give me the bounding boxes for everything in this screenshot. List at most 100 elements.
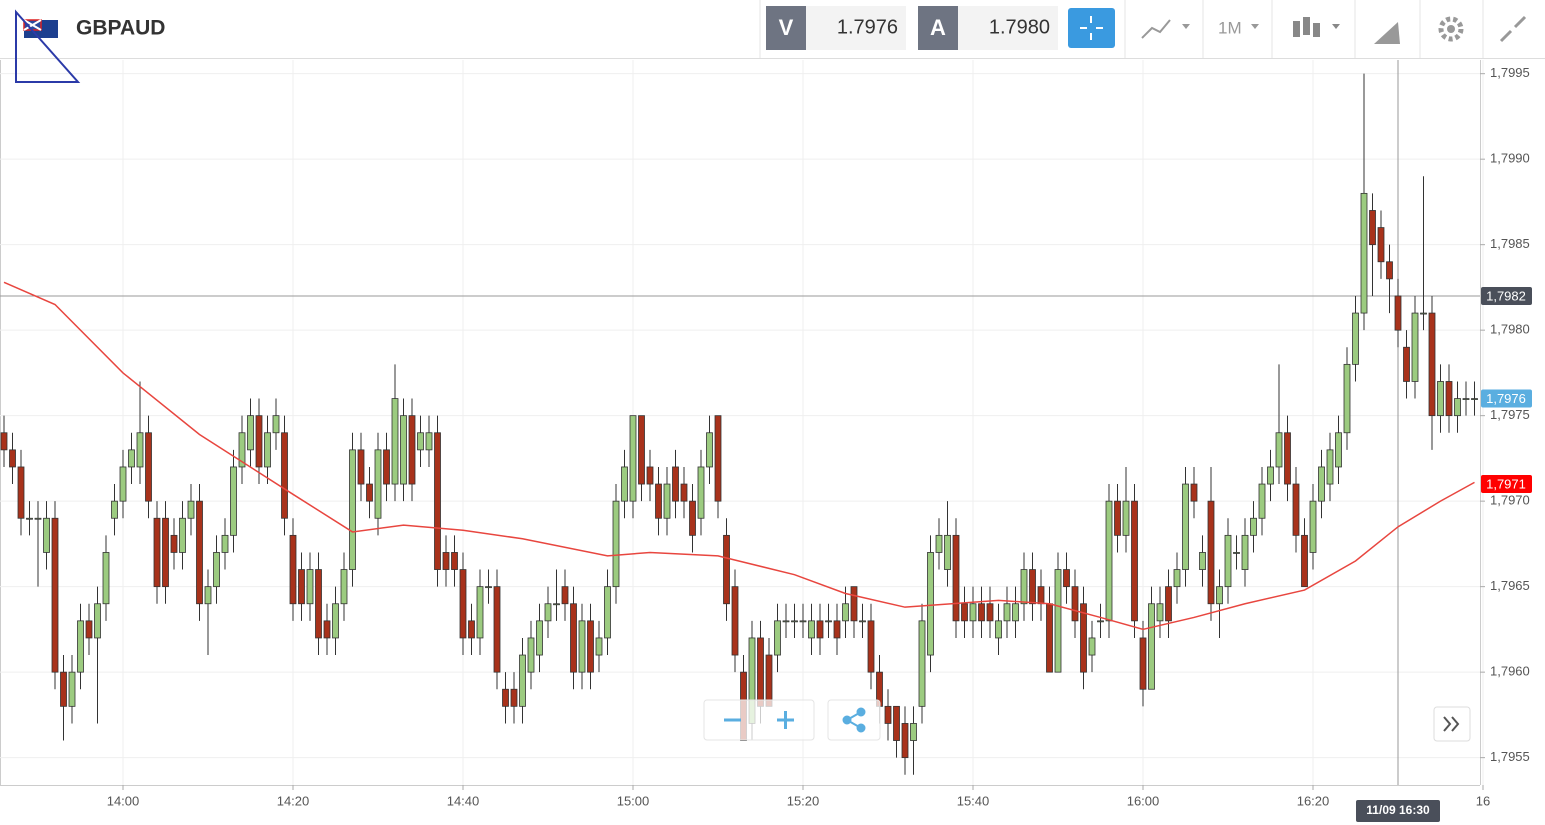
candle-body — [723, 534, 730, 605]
candle-body — [1462, 398, 1470, 400]
candle-body — [1063, 569, 1070, 588]
candle-body — [663, 483, 671, 519]
zoom-controls — [703, 699, 815, 741]
candle-body — [1428, 312, 1436, 417]
candle-body — [136, 432, 144, 468]
x-tick-label: 14:00 — [107, 793, 140, 808]
flag-line — [23, 19, 42, 31]
crosshair-price-label: 1,7982 — [1486, 288, 1526, 303]
candle-body — [1445, 381, 1453, 417]
candle-body — [485, 586, 492, 589]
candle-body — [799, 620, 807, 623]
candle-body — [1012, 603, 1019, 622]
bid-value[interactable]: 1.7976 — [837, 16, 898, 38]
candle-body — [697, 466, 705, 519]
candle-body — [1309, 500, 1317, 553]
draw-icon[interactable] — [1374, 22, 1400, 44]
candle-body — [561, 586, 569, 605]
candle-body — [213, 552, 220, 588]
candle-body — [408, 415, 416, 485]
candle-body — [238, 432, 246, 468]
candle-body — [400, 415, 407, 485]
ask-box[interactable] — [958, 6, 1058, 50]
candle-body — [884, 705, 892, 724]
candle-body — [459, 569, 467, 639]
candle-body — [1037, 586, 1045, 605]
candle-body — [255, 415, 263, 468]
zoom-in[interactable] — [777, 711, 794, 729]
candle-body — [476, 586, 484, 639]
symbol: GBPAUD — [76, 17, 165, 40]
candle-body — [102, 552, 110, 605]
ask-label-bg[interactable] — [918, 6, 958, 50]
candle-body — [595, 637, 603, 656]
candle-body — [646, 466, 654, 485]
y-tick-label: 1,7990 — [1490, 151, 1530, 166]
bid-box[interactable] — [806, 6, 906, 50]
share-button[interactable] — [827, 699, 881, 741]
candle-body — [1182, 483, 1189, 570]
candle-body — [77, 620, 84, 673]
candle-body — [995, 620, 1002, 639]
x-tick-label: 15:00 — [617, 793, 650, 808]
candle-body — [1258, 483, 1266, 519]
candle-body — [774, 620, 781, 656]
price-marker — [1481, 389, 1532, 408]
candle-body — [1454, 398, 1461, 417]
candle-body — [1360, 192, 1368, 314]
y-tick-label: 1,7995 — [1490, 65, 1530, 80]
y-tick-label: 1,7960 — [1490, 664, 1530, 679]
candle-body — [629, 415, 637, 502]
candle-body — [638, 415, 645, 485]
crosshair-icon — [1080, 16, 1103, 40]
ask-label[interactable]: A — [930, 15, 946, 40]
candle-body — [1250, 517, 1257, 536]
timeframe[interactable]: 1M — [1218, 18, 1242, 37]
candle-body — [1080, 603, 1087, 673]
y-tick-label: 1,7980 — [1490, 322, 1530, 337]
scroll-right[interactable] — [1433, 706, 1471, 742]
candle-body — [281, 432, 288, 519]
scroll-icon — [1443, 716, 1460, 732]
candle-body — [204, 586, 212, 605]
candle-body — [978, 603, 985, 622]
bid-label-bg[interactable] — [766, 6, 806, 50]
bid-label[interactable]: V — [779, 15, 794, 40]
candle-body — [578, 620, 586, 673]
candle-body — [850, 586, 858, 622]
candle-body — [434, 432, 441, 570]
candle-body — [1267, 466, 1274, 485]
candle-body — [349, 449, 356, 570]
ask-value[interactable]: 1.7980 — [989, 16, 1050, 38]
candle-icon[interactable] — [1293, 17, 1340, 37]
x-tick-label: 16 — [1476, 793, 1490, 808]
candle-body — [1233, 552, 1240, 554]
candle-body — [1054, 569, 1062, 673]
x-tick-label: 16:20 — [1297, 793, 1330, 808]
collapse-icon[interactable] — [1499, 15, 1527, 43]
chart-type-icon[interactable] — [1141, 19, 1190, 39]
x-tick-label: 15:40 — [957, 793, 990, 808]
candle-body — [1071, 586, 1079, 622]
timeframe-caret[interactable] — [1251, 24, 1259, 29]
candle-body — [366, 483, 373, 502]
candle-body — [952, 534, 960, 622]
candle-body — [901, 723, 909, 759]
candle-body — [1105, 500, 1113, 622]
settings-icon[interactable] — [1438, 16, 1464, 42]
candle-body — [264, 432, 271, 468]
candle-body — [927, 552, 934, 656]
y-tick-label: 1,7975 — [1490, 407, 1530, 422]
candle-body — [672, 466, 679, 502]
crosshair-button[interactable] — [1068, 8, 1115, 48]
candle-body — [791, 620, 798, 623]
candle-body — [731, 586, 739, 656]
candle-body — [893, 705, 900, 741]
candle-body — [833, 620, 841, 639]
candle-body — [808, 620, 815, 639]
candle-body — [391, 398, 399, 485]
candle-body — [1241, 534, 1249, 570]
